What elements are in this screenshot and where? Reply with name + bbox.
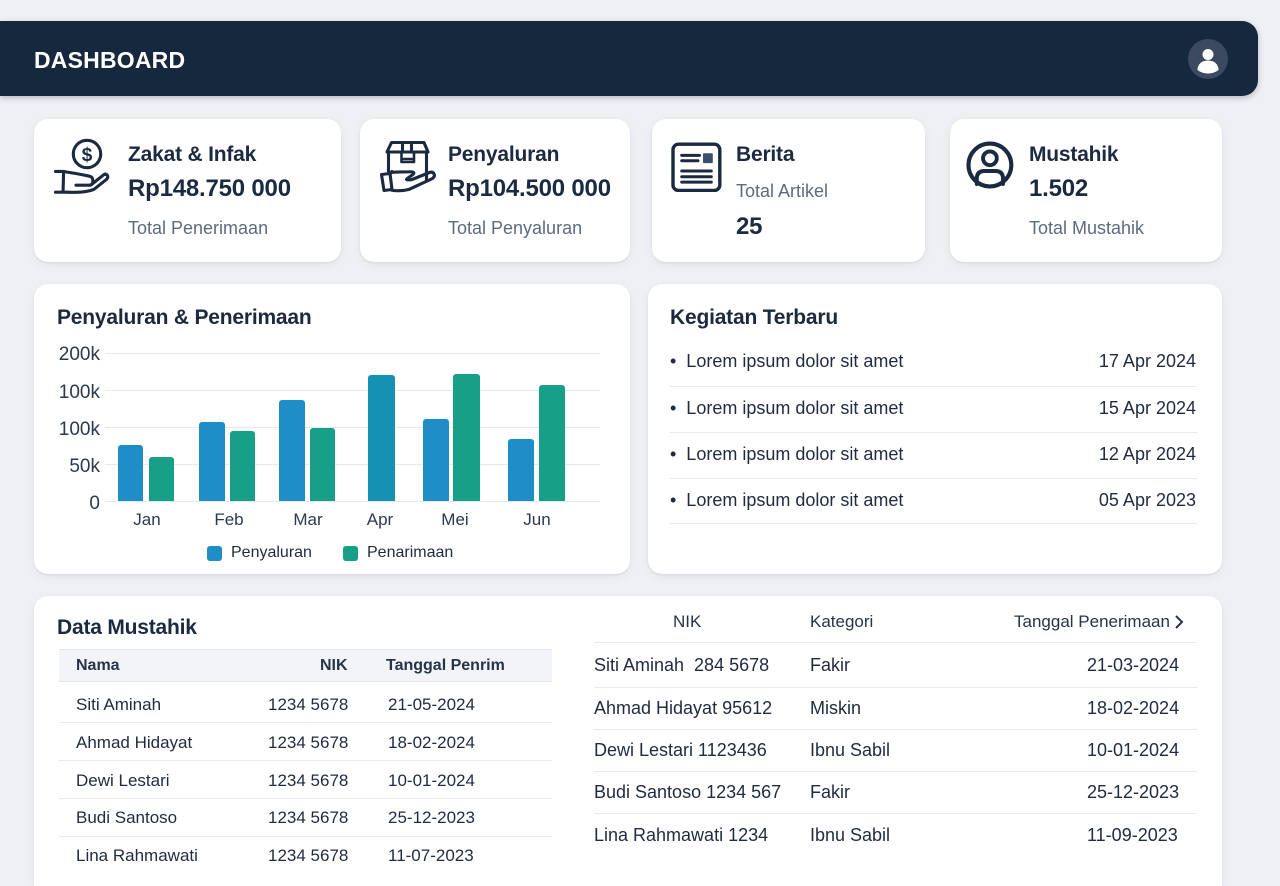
svg-text:$: $ <box>82 145 93 166</box>
